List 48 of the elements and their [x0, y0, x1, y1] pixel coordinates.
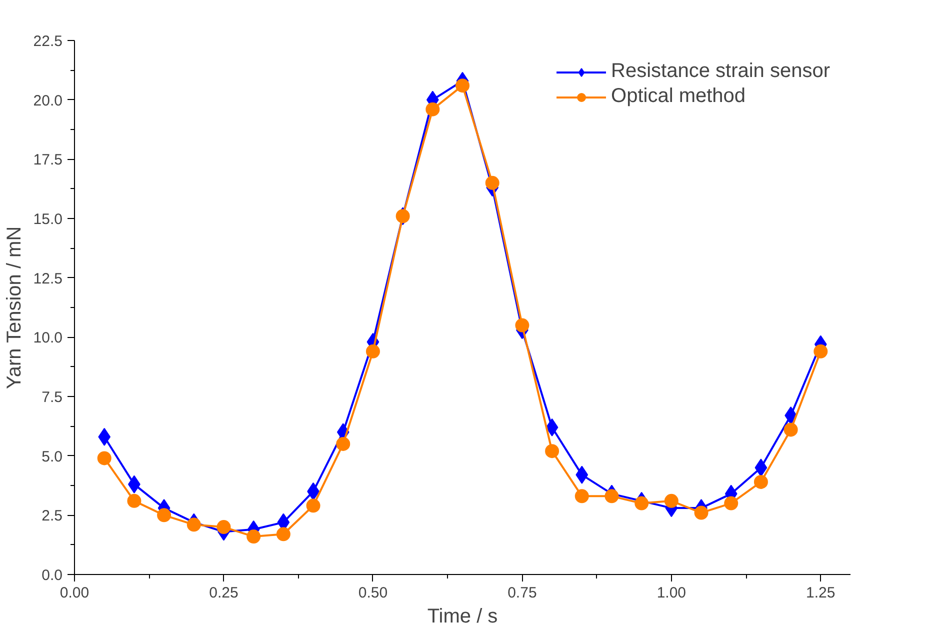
- point: [814, 344, 828, 358]
- point: [724, 496, 738, 510]
- y-tick-label: 7.5: [42, 389, 63, 406]
- point: [216, 520, 231, 534]
- point: [336, 436, 350, 451]
- point: [604, 489, 619, 504]
- point: [366, 344, 380, 358]
- y-axis-title: Yarn Tension / mN: [3, 226, 26, 390]
- point: [127, 494, 142, 508]
- y-tick-label: 15.0: [33, 211, 63, 228]
- point: [545, 444, 560, 458]
- point: [546, 418, 558, 436]
- point: [634, 496, 649, 510]
- legend-label: Optical method: [611, 85, 746, 108]
- y-tick-label: 20.0: [33, 92, 63, 110]
- point: [574, 489, 589, 504]
- point: [754, 458, 768, 477]
- point: [456, 78, 470, 93]
- y-tick-label: 17.5: [33, 152, 63, 169]
- y-tick-label: 2.5: [42, 508, 63, 525]
- point: [306, 498, 320, 513]
- point: [694, 506, 708, 520]
- y-tick-label: 22.5: [33, 33, 63, 50]
- x-tick-label: 0.50: [358, 584, 388, 602]
- point: [664, 494, 678, 508]
- x-tick-label: 0.00: [60, 584, 90, 602]
- x-tick-label: 1.25: [806, 584, 836, 602]
- x-tick-label: 0.25: [209, 584, 238, 602]
- point: [98, 428, 111, 446]
- y-tick-label: 5.0: [42, 448, 63, 466]
- point: [97, 451, 112, 466]
- point: [426, 102, 440, 116]
- point: [246, 530, 261, 544]
- y-tick-label: 0.0: [42, 567, 63, 584]
- point: [754, 474, 768, 489]
- x-axis-title: Time / s: [427, 606, 498, 628]
- point: [276, 527, 290, 542]
- point: [157, 508, 172, 522]
- x-tick-label: 0.75: [508, 584, 537, 602]
- x-tick-label: 1.00: [656, 584, 686, 602]
- point: [515, 318, 530, 332]
- legend-label: Resistance strain sensor: [611, 60, 830, 83]
- y-tick-label: 12.5: [33, 270, 63, 288]
- point: [186, 518, 201, 532]
- point: [485, 176, 500, 190]
- y-tick-label: 10.0: [33, 330, 63, 347]
- point: [784, 422, 798, 437]
- point: [576, 466, 588, 484]
